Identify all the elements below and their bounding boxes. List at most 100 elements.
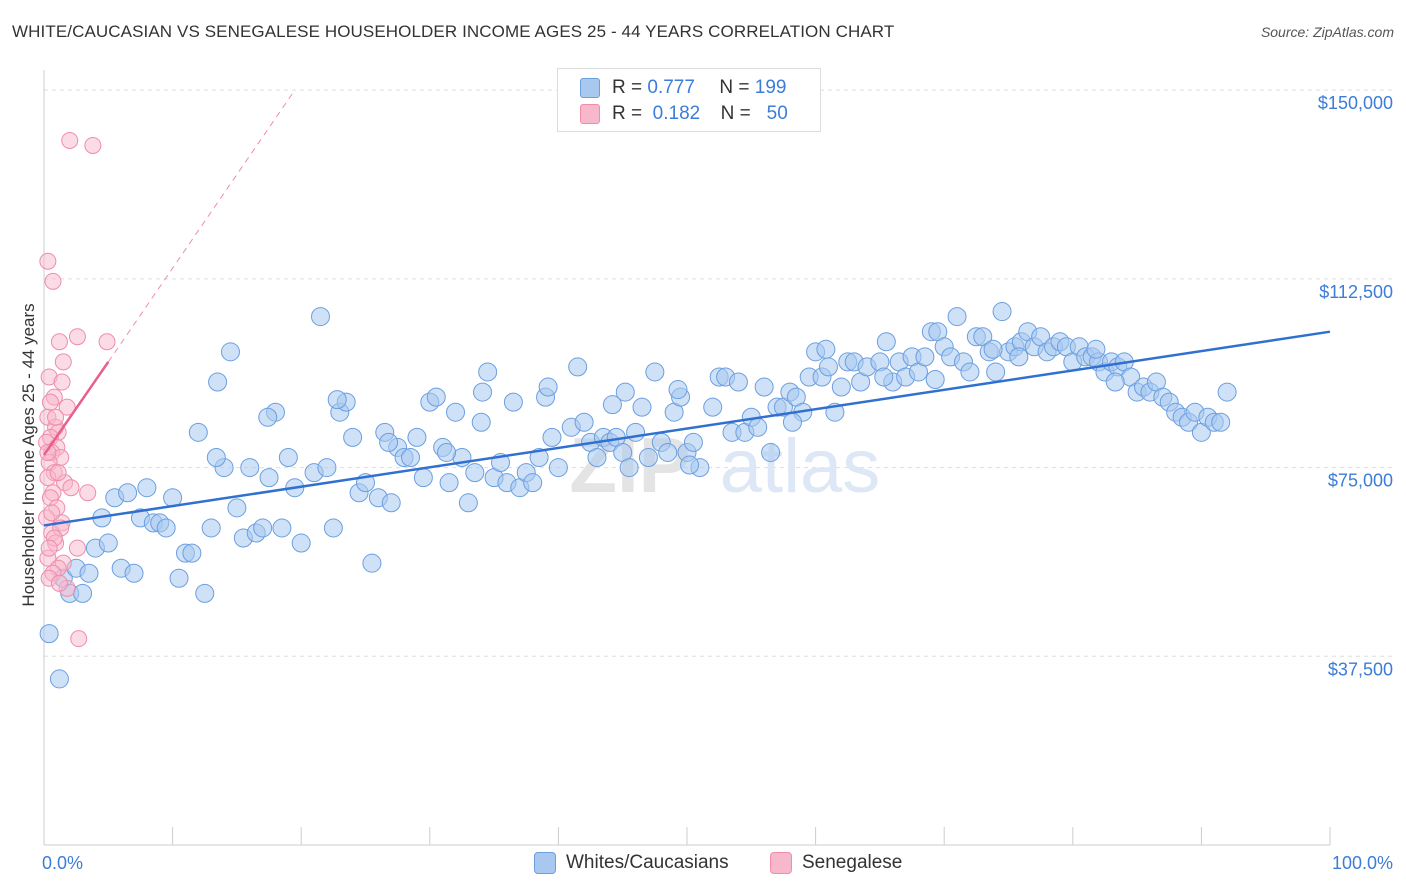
data-point-whites (529, 448, 549, 467)
data-point-whites (137, 478, 157, 498)
legend-swatch-blue (580, 78, 600, 98)
data-point-whites (182, 543, 202, 563)
data-point-whites (413, 468, 433, 488)
data-point-whites (668, 380, 688, 400)
legend-row-senegalese: R = 0.182 N = 50 (580, 103, 788, 125)
data-point-whites (407, 427, 427, 447)
trend-line-senegalese (42, 361, 110, 456)
data-point-whites (503, 392, 523, 412)
data-point-whites (124, 563, 144, 583)
legend-item-senegalese: Senegalese (770, 852, 902, 874)
data-point-senegalese (47, 408, 65, 426)
data-point-whites (259, 468, 279, 488)
n-label: N = (719, 77, 750, 98)
data-point-whites (680, 455, 700, 475)
data-point-whites (362, 553, 382, 573)
x-tick-label: 100.0% (1332, 853, 1393, 873)
series-whites (39, 302, 1237, 689)
data-point-senegalese (44, 272, 62, 290)
data-point-whites (925, 369, 945, 389)
data-point-whites (240, 458, 260, 478)
source-label: Source: ZipAtlas.com (1260, 24, 1394, 40)
n-label: N = (720, 103, 751, 124)
data-point-whites (818, 357, 838, 377)
data-point-whites (1211, 412, 1231, 432)
r-label: R = (612, 103, 643, 124)
data-point-whites (227, 498, 247, 518)
data-point-whites (632, 397, 652, 417)
data-point-whites (1105, 372, 1125, 392)
data-point-whites (754, 377, 774, 397)
data-point-whites (523, 473, 543, 493)
legend-swatch-pink (770, 852, 792, 874)
y-tick-label: $37,500 (1328, 659, 1393, 679)
data-point-whites (983, 339, 1003, 359)
data-point-whites (761, 442, 781, 462)
data-point-senegalese (61, 131, 79, 149)
legend-row-whites: R = 0.777 N = 199 (580, 77, 786, 99)
r-label: R = (612, 77, 643, 98)
data-point-whites (947, 307, 967, 327)
data-point-whites (437, 442, 457, 462)
data-point-whites (1009, 347, 1029, 367)
trend-line-whites (43, 330, 1331, 527)
data-point-senegalese (41, 393, 59, 411)
chart-title: WHITE/CAUCASIAN VS SENEGALESE HOUSEHOLDE… (12, 22, 895, 41)
data-point-whites (258, 407, 278, 427)
data-point-senegalese (49, 464, 67, 482)
series-legend: Whites/Caucasians Senegalese (0, 852, 1406, 876)
data-point-whites (439, 473, 459, 493)
data-point-whites (98, 533, 118, 553)
data-point-whites (703, 397, 723, 417)
data-point-whites (310, 307, 330, 327)
data-point-whites (379, 432, 399, 452)
data-point-whites (645, 362, 665, 382)
data-point-whites (658, 442, 678, 462)
data-point-whites (615, 382, 635, 402)
data-point-senegalese (43, 504, 61, 522)
data-point-whites (986, 362, 1006, 382)
data-point-senegalese (68, 539, 86, 557)
data-point-whites (79, 563, 99, 583)
legend-label-whites: Whites/Caucasians (566, 852, 729, 873)
data-point-whites (1217, 382, 1237, 402)
data-point-whites (587, 448, 607, 467)
data-point-whites (473, 382, 493, 402)
data-point-whites (446, 402, 466, 422)
data-point-whites (278, 448, 298, 467)
data-point-whites (548, 458, 568, 478)
data-point-whites (188, 422, 208, 442)
data-point-whites (915, 347, 935, 367)
data-point-whites (574, 412, 594, 432)
data-point-whites (118, 483, 138, 503)
data-point-senegalese (68, 328, 86, 346)
r-value: 0.777 (647, 77, 695, 98)
data-point-whites (619, 458, 639, 478)
data-point-whites (542, 427, 562, 447)
data-point-whites (169, 568, 189, 588)
data-point-senegalese (58, 398, 76, 416)
data-point-senegalese (39, 443, 57, 461)
data-point-whites (782, 412, 802, 432)
data-point-senegalese (39, 252, 57, 270)
data-point-whites (876, 332, 896, 352)
data-point-whites (626, 422, 646, 442)
y-tick-label: $150,000 (1318, 93, 1393, 113)
data-point-whites (992, 302, 1012, 322)
data-point-whites (426, 387, 446, 407)
data-point-whites (1086, 339, 1106, 359)
data-point-senegalese (84, 136, 102, 154)
legend-swatch-blue (534, 852, 556, 874)
data-point-whites (195, 583, 215, 603)
data-point-whites (748, 417, 768, 437)
data-point-whites (220, 342, 240, 362)
data-point-whites (343, 427, 363, 447)
trend-line-senegalese-extension (107, 89, 296, 363)
y-tick-label: $75,000 (1328, 471, 1393, 491)
data-point-whites (831, 377, 851, 397)
data-point-whites (381, 493, 401, 513)
data-point-whites (323, 518, 343, 538)
data-point-whites (568, 357, 588, 377)
data-point-whites (683, 432, 703, 452)
